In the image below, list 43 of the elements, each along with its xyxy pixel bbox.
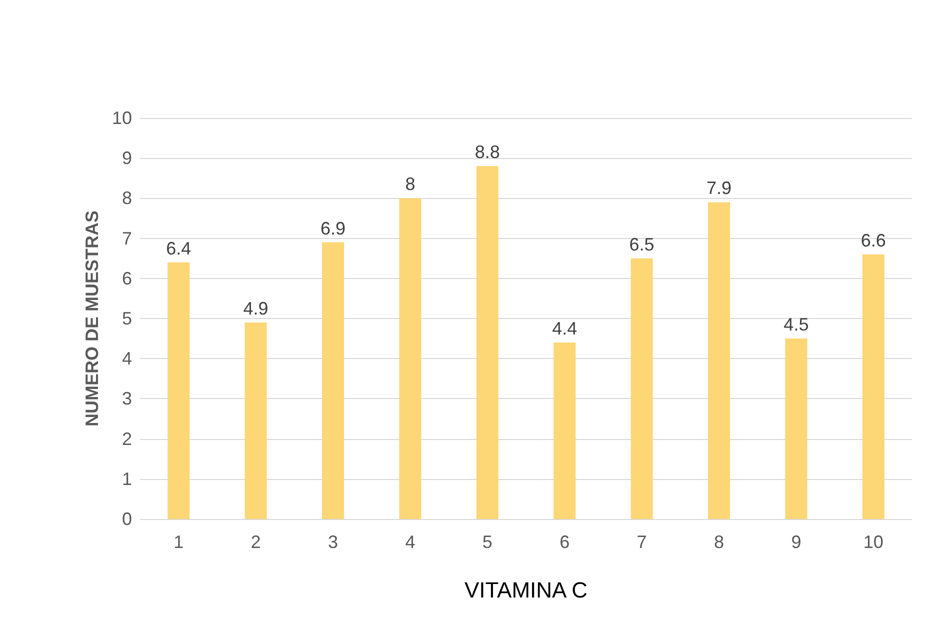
data-label: 6.4 <box>166 238 192 258</box>
y-tick-label: 6 <box>122 268 132 288</box>
bar <box>476 166 498 519</box>
bar <box>399 198 422 519</box>
x-tick-label: 3 <box>328 532 338 552</box>
bar <box>862 254 884 519</box>
data-label: 6.5 <box>629 234 654 254</box>
y-tick-label: 5 <box>122 308 132 328</box>
y-tick-label: 1 <box>122 468 132 489</box>
bar <box>244 322 267 519</box>
y-tick-label: 7 <box>122 228 132 248</box>
data-label: 8.8 <box>474 142 500 162</box>
data-label: 4.9 <box>243 298 268 319</box>
data-label: 4.4 <box>552 318 578 339</box>
data-label: 6.9 <box>320 218 346 238</box>
x-axis-title: VITAMINA C <box>464 578 588 602</box>
y-tick-label: 2 <box>122 428 132 449</box>
y-axis-title: NUMERO DE MUESTRAS <box>82 210 102 427</box>
y-tick-label: 0 <box>122 509 132 529</box>
y-tick-label: 10 <box>112 108 132 128</box>
data-label: 4.5 <box>784 314 809 335</box>
x-tick-label: 7 <box>636 532 647 552</box>
data-label: 6.6 <box>860 230 886 250</box>
bar <box>168 262 190 519</box>
bar <box>785 338 808 519</box>
y-tick-label: 9 <box>122 148 132 168</box>
x-tick-label: 8 <box>714 532 724 552</box>
x-tick-label: 10 <box>863 532 884 552</box>
y-tick-label: 8 <box>122 188 132 208</box>
bar <box>554 342 576 519</box>
x-tick-label: 9 <box>791 532 802 552</box>
data-label: 7.9 <box>706 178 732 198</box>
x-tick-label: 1 <box>174 532 184 552</box>
y-tick-label: 4 <box>122 348 132 369</box>
x-tick-label: 2 <box>250 532 261 552</box>
x-tick-label: 5 <box>482 532 492 552</box>
x-tick-label: 4 <box>405 532 416 552</box>
bar <box>708 202 730 519</box>
x-tick-label: 6 <box>560 532 570 552</box>
data-label: 8 <box>405 174 416 194</box>
bar <box>630 258 653 519</box>
y-tick-label: 3 <box>122 388 132 409</box>
bar <box>322 242 344 519</box>
